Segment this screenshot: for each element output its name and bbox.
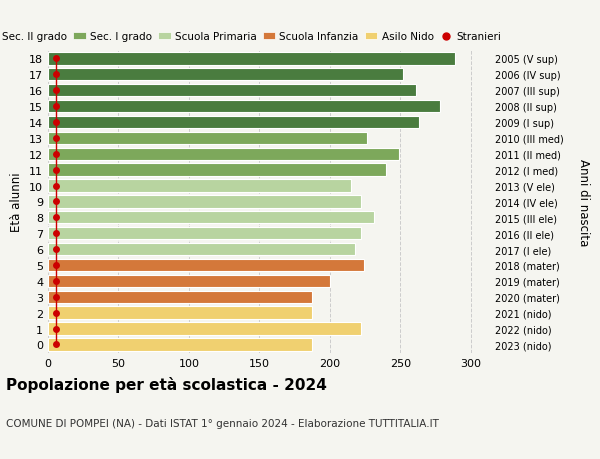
Bar [48, 275, 330, 287]
Bar [48, 117, 419, 129]
Bar [48, 180, 351, 192]
Text: COMUNE DI POMPEI (NA) - Dati ISTAT 1° gennaio 2024 - Elaborazione TUTTITALIA.IT: COMUNE DI POMPEI (NA) - Dati ISTAT 1° ge… [6, 418, 439, 428]
Bar [48, 243, 355, 256]
Bar [48, 323, 361, 335]
Text: Popolazione per età scolastica - 2024: Popolazione per età scolastica - 2024 [6, 376, 327, 392]
Bar [48, 259, 364, 272]
Bar [48, 69, 403, 81]
Bar [48, 53, 455, 65]
Bar [48, 101, 440, 113]
Y-axis label: Anni di nascita: Anni di nascita [577, 158, 590, 246]
Y-axis label: Età alunni: Età alunni [10, 172, 23, 232]
Bar [48, 339, 311, 351]
Bar [48, 196, 361, 208]
Bar [48, 164, 386, 176]
Bar [48, 132, 367, 145]
Bar [48, 291, 311, 303]
Bar [48, 212, 374, 224]
Bar [48, 228, 361, 240]
Bar [48, 307, 311, 319]
Bar [48, 85, 416, 97]
Legend: Sec. II grado, Sec. I grado, Scuola Primaria, Scuola Infanzia, Asilo Nido, Stran: Sec. II grado, Sec. I grado, Scuola Prim… [0, 32, 502, 42]
Bar [48, 148, 399, 161]
